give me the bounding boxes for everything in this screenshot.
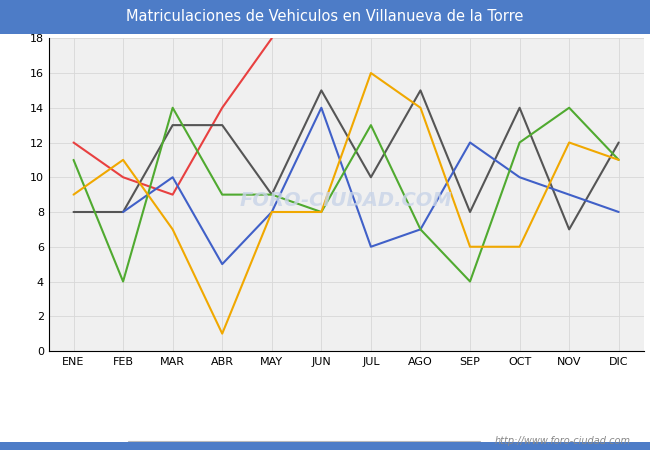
Text: Matriculaciones de Vehiculos en Villanueva de la Torre: Matriculaciones de Vehiculos en Villanue… [126,9,524,24]
Text: http://www.foro-ciudad.com: http://www.foro-ciudad.com [495,436,630,446]
Legend: 2024, 2023, 2022, 2021, 2020: 2024, 2023, 2022, 2021, 2020 [129,441,480,450]
Text: FORO-CIUDAD.COM: FORO-CIUDAD.COM [240,191,452,211]
